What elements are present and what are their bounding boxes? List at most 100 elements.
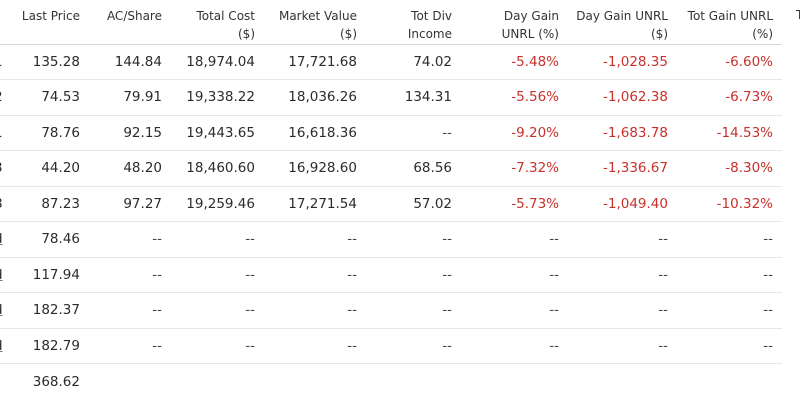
cell-day-gain-unrl-pct: -- xyxy=(461,221,568,257)
cell-day-gain-unrl-pct: -- xyxy=(461,327,568,364)
table-row[interactable]: 274.5379.9119,338.2218,036.26134.31-5.56… xyxy=(0,79,782,115)
cell-day-gain-unrl-usd xyxy=(568,363,677,399)
cell-day-gain-unrl-pct: -7.32% xyxy=(461,150,568,186)
column-header-ac-share[interactable]: AC/Share xyxy=(89,0,171,44)
cell-symbol[interactable]: d xyxy=(0,256,12,293)
cell-day-gain-unrl-usd: -1,028.35 xyxy=(568,43,677,80)
cell-market-value: 18,036.26 xyxy=(264,79,366,115)
cell-symbol[interactable]: 3 xyxy=(0,150,12,186)
cell-market-value: 16,618.36 xyxy=(264,114,366,151)
column-header-label: UNRL (%) xyxy=(501,27,559,41)
cell-tot-gain-unrl-pct: -10.32% xyxy=(677,185,782,222)
cell-last-price: 182.37 xyxy=(12,292,89,328)
column-header-label: ($) xyxy=(238,27,255,41)
cell-tot-div-income: -- xyxy=(366,114,461,151)
cell-total-cost: 19,338.22 xyxy=(171,79,264,115)
column-header-label: Day Gain xyxy=(503,9,559,23)
cell-total-cost: -- xyxy=(171,292,264,328)
table-row[interactable]: 344.2048.2018,460.6016,928.6068.56-7.32%… xyxy=(0,150,782,186)
cell-day-gain-unrl-pct: -5.56% xyxy=(461,79,568,115)
column-header-label: Tot Div xyxy=(411,9,452,23)
cell-symbol[interactable]: d xyxy=(0,221,12,257)
cell-tot-div-income: 68.56 xyxy=(366,150,461,186)
cell-total-cost: -- xyxy=(171,256,264,293)
cell-last-price: 182.79 xyxy=(12,327,89,364)
cell-symbol[interactable] xyxy=(0,363,12,399)
cell-day-gain-unrl-pct: -5.48% xyxy=(461,43,568,80)
column-header-day-gain-unrl-usd[interactable]: Day Gain UNRL ($) xyxy=(568,0,677,44)
cell-market-value: 17,271.54 xyxy=(264,185,366,222)
cell-day-gain-unrl-usd: -1,336.67 xyxy=(568,150,677,186)
cell-day-gain-unrl-pct: -5.73% xyxy=(461,185,568,222)
column-header-label: Last Price xyxy=(21,9,80,23)
clipped-column-header[interactable]: T xyxy=(796,8,800,22)
cell-ac-share: 144.84 xyxy=(89,43,171,80)
table-row[interactable]: d117.94-------------- xyxy=(0,256,782,293)
table-row[interactable]: d78.46-------------- xyxy=(0,221,782,257)
cell-ac-share: 92.15 xyxy=(89,114,171,151)
cell-market-value: -- xyxy=(264,327,366,364)
cell-tot-gain-unrl-pct: -6.73% xyxy=(677,79,782,115)
cell-day-gain-unrl-usd: -- xyxy=(568,292,677,328)
cell-last-price: 87.23 xyxy=(12,185,89,222)
cell-total-cost: 19,443.65 xyxy=(171,114,264,151)
column-header-total-cost[interactable]: Total Cost ($) xyxy=(171,0,264,44)
column-header-label: ($) xyxy=(651,27,668,41)
cell-symbol[interactable]: d xyxy=(0,327,12,364)
cell-day-gain-unrl-usd: -- xyxy=(568,221,677,257)
cell-symbol[interactable]: 1 xyxy=(0,43,12,80)
cell-last-price: 78.46 xyxy=(12,221,89,257)
cell-symbol[interactable]: d xyxy=(0,292,12,328)
cell-symbol[interactable]: 1 xyxy=(0,114,12,151)
table-row[interactable]: 178.7692.1519,443.6516,618.36---9.20%-1,… xyxy=(0,114,782,151)
column-header-tot-gain-unrl-pct[interactable]: Tot Gain UNRL (%) xyxy=(677,0,782,44)
cell-market-value xyxy=(264,363,366,399)
cell-market-value: -- xyxy=(264,256,366,293)
cell-tot-gain-unrl-pct: -- xyxy=(677,256,782,293)
cell-symbol[interactable]: 8 xyxy=(0,185,12,222)
table-row[interactable]: d182.37-------------- xyxy=(0,292,782,328)
table-row[interactable]: 1135.28144.8418,974.0417,721.6874.02-5.4… xyxy=(0,43,782,80)
cell-ac-share: -- xyxy=(89,292,171,328)
cell-day-gain-unrl-usd: -1,049.40 xyxy=(568,185,677,222)
cell-tot-gain-unrl-pct: -- xyxy=(677,221,782,257)
cell-ac-share: 48.20 xyxy=(89,150,171,186)
table-body: 1135.28144.8418,974.0417,721.6874.02-5.4… xyxy=(0,43,782,399)
column-header-day-gain-unrl-pct[interactable]: Day Gain UNRL (%) xyxy=(461,0,568,44)
column-header-tot-div-income[interactable]: Tot Div Income xyxy=(366,0,461,44)
column-header-label: ($) xyxy=(340,27,357,41)
cell-total-cost: 18,974.04 xyxy=(171,43,264,80)
table-row[interactable]: 887.2397.2719,259.4617,271.5457.02-5.73%… xyxy=(0,185,782,222)
column-header-label: Day Gain UNRL xyxy=(576,9,668,23)
cell-last-price: 135.28 xyxy=(12,43,89,80)
cell-tot-div-income: 74.02 xyxy=(366,43,461,80)
cell-day-gain-unrl-pct: -- xyxy=(461,256,568,293)
cell-tot-gain-unrl-pct: -- xyxy=(677,327,782,364)
cell-last-price: 44.20 xyxy=(12,150,89,186)
cell-day-gain-unrl-usd: -- xyxy=(568,256,677,293)
cell-symbol[interactable]: 2 xyxy=(0,79,12,115)
column-header-last-price[interactable]: Last Price xyxy=(12,0,89,44)
column-header-label: Income xyxy=(407,27,452,41)
cell-total-cost xyxy=(171,363,264,399)
column-header-symbol[interactable]: s xyxy=(0,0,12,44)
table-row[interactable]: 368.62 xyxy=(0,363,782,399)
cell-market-value: 16,928.60 xyxy=(264,150,366,186)
cell-tot-div-income: -- xyxy=(366,256,461,293)
cell-total-cost: -- xyxy=(171,221,264,257)
cell-day-gain-unrl-usd: -1,683.78 xyxy=(568,114,677,151)
column-header-market-value[interactable]: Market Value ($) xyxy=(264,0,366,44)
cell-tot-div-income: 57.02 xyxy=(366,185,461,222)
cell-ac-share: -- xyxy=(89,221,171,257)
cell-ac-share: -- xyxy=(89,256,171,293)
cell-last-price: 74.53 xyxy=(12,79,89,115)
cell-ac-share: 97.27 xyxy=(89,185,171,222)
column-header-label: (%) xyxy=(752,27,773,41)
cell-day-gain-unrl-pct: -- xyxy=(461,292,568,328)
cell-market-value: -- xyxy=(264,292,366,328)
table-row[interactable]: d182.79-------------- xyxy=(0,327,782,364)
column-header-label: Market Value xyxy=(278,9,357,23)
cell-tot-div-income: -- xyxy=(366,221,461,257)
cell-tot-div-income: 134.31 xyxy=(366,79,461,115)
